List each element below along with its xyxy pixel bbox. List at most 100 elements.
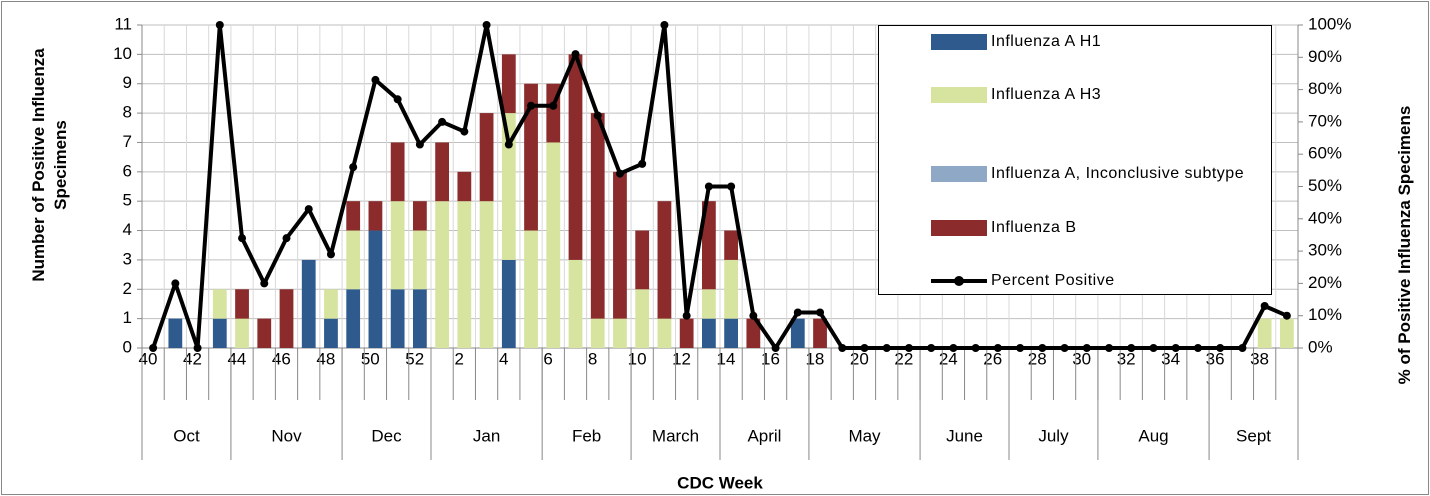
month-label: Oct (173, 426, 200, 445)
x-tick-label: 46 (272, 349, 291, 368)
x-tick-label: 38 (1250, 349, 1269, 368)
bar-segment (635, 230, 650, 290)
y-tick-label: 7 (123, 132, 132, 151)
x-tick-label: 22 (894, 349, 913, 368)
bar-segment (501, 259, 516, 348)
bar-segment (390, 289, 405, 348)
line-marker (1149, 344, 1158, 352)
line-marker (1193, 344, 1202, 352)
line-marker (727, 182, 736, 191)
line-marker (771, 344, 780, 352)
line-marker (349, 163, 358, 172)
x-axis-title: CDC Week (677, 473, 763, 492)
line-marker (593, 111, 602, 120)
bar-segment (435, 142, 450, 202)
bar-segment (212, 318, 227, 348)
month-label: May (848, 426, 881, 445)
line-marker (1105, 344, 1114, 352)
bar-segment (235, 289, 249, 319)
x-tick-label: 42 (183, 349, 202, 368)
x-tick-label: 30 (1072, 349, 1091, 368)
legend-swatch (931, 87, 987, 103)
bar-segment (390, 201, 405, 290)
bar-segment (435, 201, 450, 348)
bar-segment (724, 230, 739, 260)
bar-segment (568, 54, 583, 260)
line-marker (482, 21, 491, 29)
line-marker (682, 311, 691, 320)
x-tick-label: 34 (1161, 349, 1180, 368)
legend-label: Influenza A, Inconclusive subtype (991, 165, 1245, 182)
line-marker (193, 344, 202, 352)
bar-segment (701, 201, 716, 290)
line-marker (304, 205, 313, 214)
y2-tick-label: 90% (1308, 47, 1342, 66)
bar-segment (346, 201, 361, 231)
bar-segment (279, 289, 294, 348)
line-marker (371, 75, 380, 84)
line-marker (1171, 344, 1180, 352)
bar-segment (412, 230, 427, 290)
legend-label: Influenza A H1 (991, 33, 1102, 50)
line-marker (1060, 344, 1069, 352)
line-marker (282, 234, 291, 243)
month-label: July (1038, 426, 1069, 445)
x-tick-label: 12 (672, 349, 691, 368)
line-marker (927, 344, 936, 352)
legend-label: Percent Positive (991, 272, 1115, 289)
x-tick-label: 44 (227, 349, 246, 368)
line-marker (993, 344, 1002, 352)
line (151, 23, 1288, 350)
x-tick-label: 28 (1028, 349, 1047, 368)
y-axis-title: Number of Positive Influenza Specimens (29, 48, 70, 282)
bar-segment (613, 318, 627, 348)
y-tick-label: 5 (123, 191, 132, 210)
bar-segment (457, 201, 472, 348)
x-tick-label: 48 (316, 349, 335, 368)
bar-segment (701, 289, 716, 319)
line-marker (816, 308, 825, 317)
bar-segment (679, 318, 694, 348)
bar-segment (212, 289, 227, 319)
line-marker (704, 182, 713, 191)
y-tick-label: 3 (123, 249, 132, 268)
x-tick-label: 16 (761, 349, 780, 368)
bar-segment (301, 259, 316, 348)
bar-segment (613, 171, 627, 319)
month-label: April (747, 426, 781, 445)
line-marker (149, 344, 158, 352)
line-marker (527, 101, 536, 110)
x-tick-label: 26 (983, 349, 1002, 368)
bar-segment (235, 318, 249, 348)
y-tick-label: 11 (114, 14, 132, 33)
y2-tick-label: 20% (1308, 273, 1342, 292)
y2-tick-label: 60% (1308, 144, 1342, 163)
bar-segment (368, 230, 383, 348)
legend-label: Influenza B (991, 219, 1077, 236)
bar-segment (746, 318, 761, 348)
line-marker (1082, 344, 1091, 352)
month-label: Feb (572, 426, 601, 445)
line-marker (438, 117, 447, 126)
month-label: March (652, 426, 699, 445)
line-marker (504, 140, 513, 149)
bar-segment (501, 113, 516, 260)
bar-segment (524, 230, 538, 348)
line-marker (838, 344, 847, 352)
bar-segment (479, 113, 494, 202)
x-tick-label: 4 (499, 349, 508, 368)
line-marker (949, 344, 958, 352)
x-tick-label: 6 (543, 349, 552, 368)
line-marker (793, 308, 802, 317)
y-tick-label: 0 (123, 337, 132, 356)
line-marker (326, 250, 335, 259)
bar-segment (546, 142, 561, 348)
line-marker (460, 127, 469, 136)
x-tick-label: 52 (405, 349, 424, 368)
line-marker (415, 140, 424, 149)
x-tick-label: 20 (850, 349, 869, 368)
month-label: Dec (371, 426, 402, 445)
line-marker (1016, 344, 1025, 352)
line-marker (549, 101, 558, 110)
month-label: Nov (271, 426, 302, 445)
